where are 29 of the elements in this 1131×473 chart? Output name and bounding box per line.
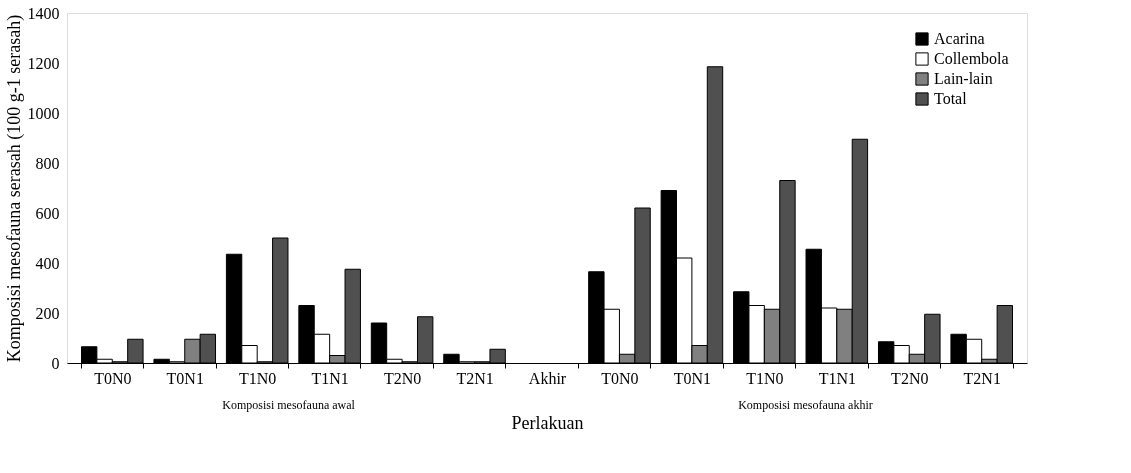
y-tick-label: 800 xyxy=(35,154,60,172)
x-tick-label: Akhir xyxy=(528,369,567,387)
y-axis-title: Komposisi mesofauna serasah (100 g-1 serasah) xyxy=(3,14,25,363)
x-axis-title: Perlakuan xyxy=(511,412,584,433)
y-tick-label: 0 xyxy=(51,354,60,372)
x-tick-label: T2N1 xyxy=(963,369,1001,387)
x-tick-label: T0N1 xyxy=(166,369,204,387)
x-tick-label: T2N0 xyxy=(383,369,422,387)
x-tick-label: T1N1 xyxy=(311,369,349,387)
y-tick-label: 1200 xyxy=(27,54,60,72)
y-tick-label: 1400 xyxy=(27,4,60,22)
legend-label: Lain-lain xyxy=(934,70,993,87)
legend-label: Acarina xyxy=(934,30,985,47)
x-tick-label: T0N1 xyxy=(673,369,712,387)
y-tick-label: 200 xyxy=(35,304,60,322)
x-tick-label: T1N0 xyxy=(746,369,784,387)
text: Komposisi mesofauna awal xyxy=(222,398,356,412)
legend-label: Total xyxy=(934,90,968,107)
x-tick-label: T1N0 xyxy=(239,369,277,387)
x-tick-label: T0N0 xyxy=(94,369,132,387)
x-tick-label: T0N0 xyxy=(601,369,639,387)
text: Komposisi mesofauna akhir xyxy=(738,398,873,412)
x-tick-label: T2N1 xyxy=(456,369,494,387)
legend-label: Collembola xyxy=(934,50,1009,67)
y-tick-label: 400 xyxy=(35,254,60,272)
x-tick-label: T2N0 xyxy=(891,369,929,387)
x-tick-label: T1N1 xyxy=(818,369,856,387)
y-tick-label: 1000 xyxy=(27,104,60,122)
y-tick-label: 600 xyxy=(35,204,60,222)
